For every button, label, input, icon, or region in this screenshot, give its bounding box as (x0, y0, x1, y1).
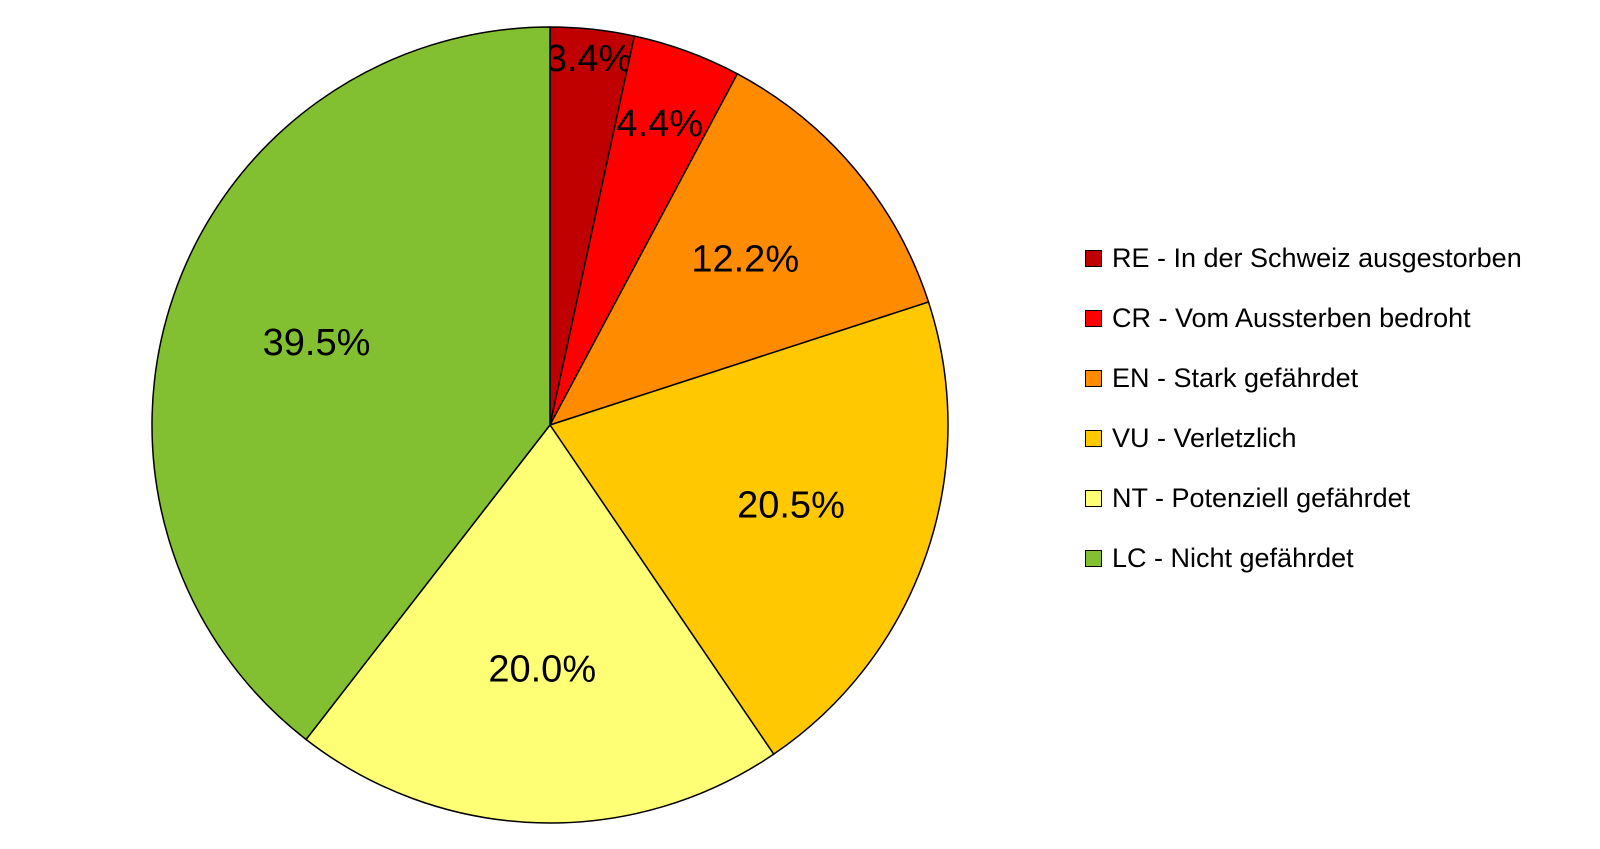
legend-label-nt: NT - Potenziell gefährdet (1112, 482, 1411, 513)
legend-label-lc: LC - Nicht gefährdet (1112, 542, 1354, 573)
legend-swatch-re (1085, 249, 1102, 267)
legend-item-cr: CR - Vom Aussterben bedroht (1085, 288, 1522, 348)
legend-swatch-en (1085, 369, 1102, 387)
legend-label-en: EN - Stark gefährdet (1112, 362, 1359, 393)
data-label-en: 12.2% (691, 238, 799, 280)
data-label-nt: 20.0% (488, 649, 596, 691)
legend-item-lc: LC - Nicht gefährdet (1085, 528, 1522, 588)
pie-slice-lc (151, 26, 551, 741)
legend-swatch-vu (1085, 429, 1102, 447)
pie-slice-nt (305, 423, 775, 824)
legend-label-cr: CR - Vom Aussterben bedroht (1112, 302, 1471, 333)
data-label-vu: 20.5% (737, 485, 845, 527)
legend-item-en: EN - Stark gefährdet (1085, 348, 1522, 408)
legend-label-vu: VU - Verletzlich (1112, 422, 1297, 453)
pie-slice-en (548, 72, 930, 427)
legend-item-nt: NT - Potenziell gefährdet (1085, 468, 1522, 528)
legend-item-re: RE - In der Schweiz ausgestorben (1085, 228, 1522, 288)
data-label-cr: 4.4% (616, 103, 703, 145)
pie-slice-vu (548, 301, 949, 756)
data-label-re: 3.4% (546, 38, 633, 80)
data-label-lc: 39.5% (263, 322, 371, 364)
legend-item-vu: VU - Verletzlich (1085, 408, 1522, 468)
legend-swatch-nt (1085, 489, 1102, 507)
legend-label-re: RE - In der Schweiz ausgestorben (1112, 242, 1522, 273)
legend-swatch-cr (1085, 309, 1102, 327)
legend: RE - In der Schweiz ausgestorben CR - Vo… (1085, 228, 1522, 588)
legend-swatch-lc (1085, 549, 1102, 567)
